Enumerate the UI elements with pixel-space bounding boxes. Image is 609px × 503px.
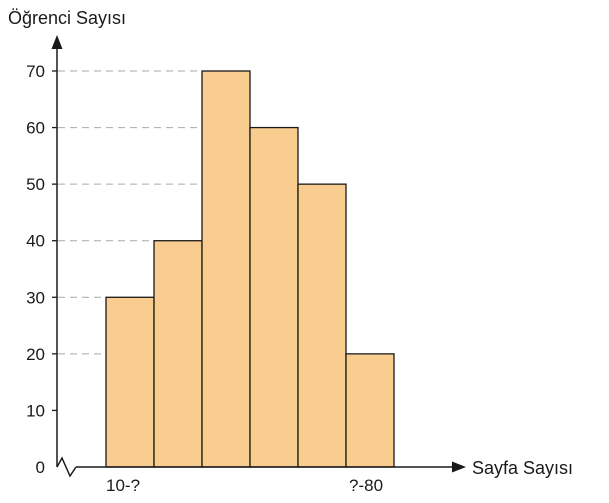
y-tick-label: 50 [26, 175, 45, 194]
x-axis-arrow-icon [452, 461, 466, 473]
axis-break-icon [56, 456, 77, 478]
bars [105, 70, 395, 468]
histogram-bar [105, 296, 155, 468]
histogram-bar [201, 70, 251, 468]
y-tick-label: 40 [26, 232, 45, 251]
y-tick-label: 60 [26, 119, 45, 138]
x-edge-label-last: ?-80 [349, 476, 383, 495]
y-axis-title: Öğrenci Sayısı [8, 8, 126, 28]
y-tick-label: 10 [26, 401, 45, 420]
y-tick-label: 20 [26, 345, 45, 364]
histogram-bar [153, 240, 203, 468]
y-tick-label: 30 [26, 288, 45, 307]
y-ticks: 0 10 20 30 40 50 60 70 [26, 62, 57, 477]
y-tick-label: 70 [26, 62, 45, 81]
histogram-bar [345, 353, 395, 468]
y-tick-label: 0 [36, 458, 45, 477]
histogram-bar [297, 183, 347, 468]
y-axis-arrow-icon [51, 35, 63, 49]
x-edge-label-first: 10-? [106, 476, 140, 495]
axes [51, 35, 466, 478]
histogram-bar [249, 126, 299, 468]
x-axis-title: Sayfa Sayısı [472, 458, 573, 478]
